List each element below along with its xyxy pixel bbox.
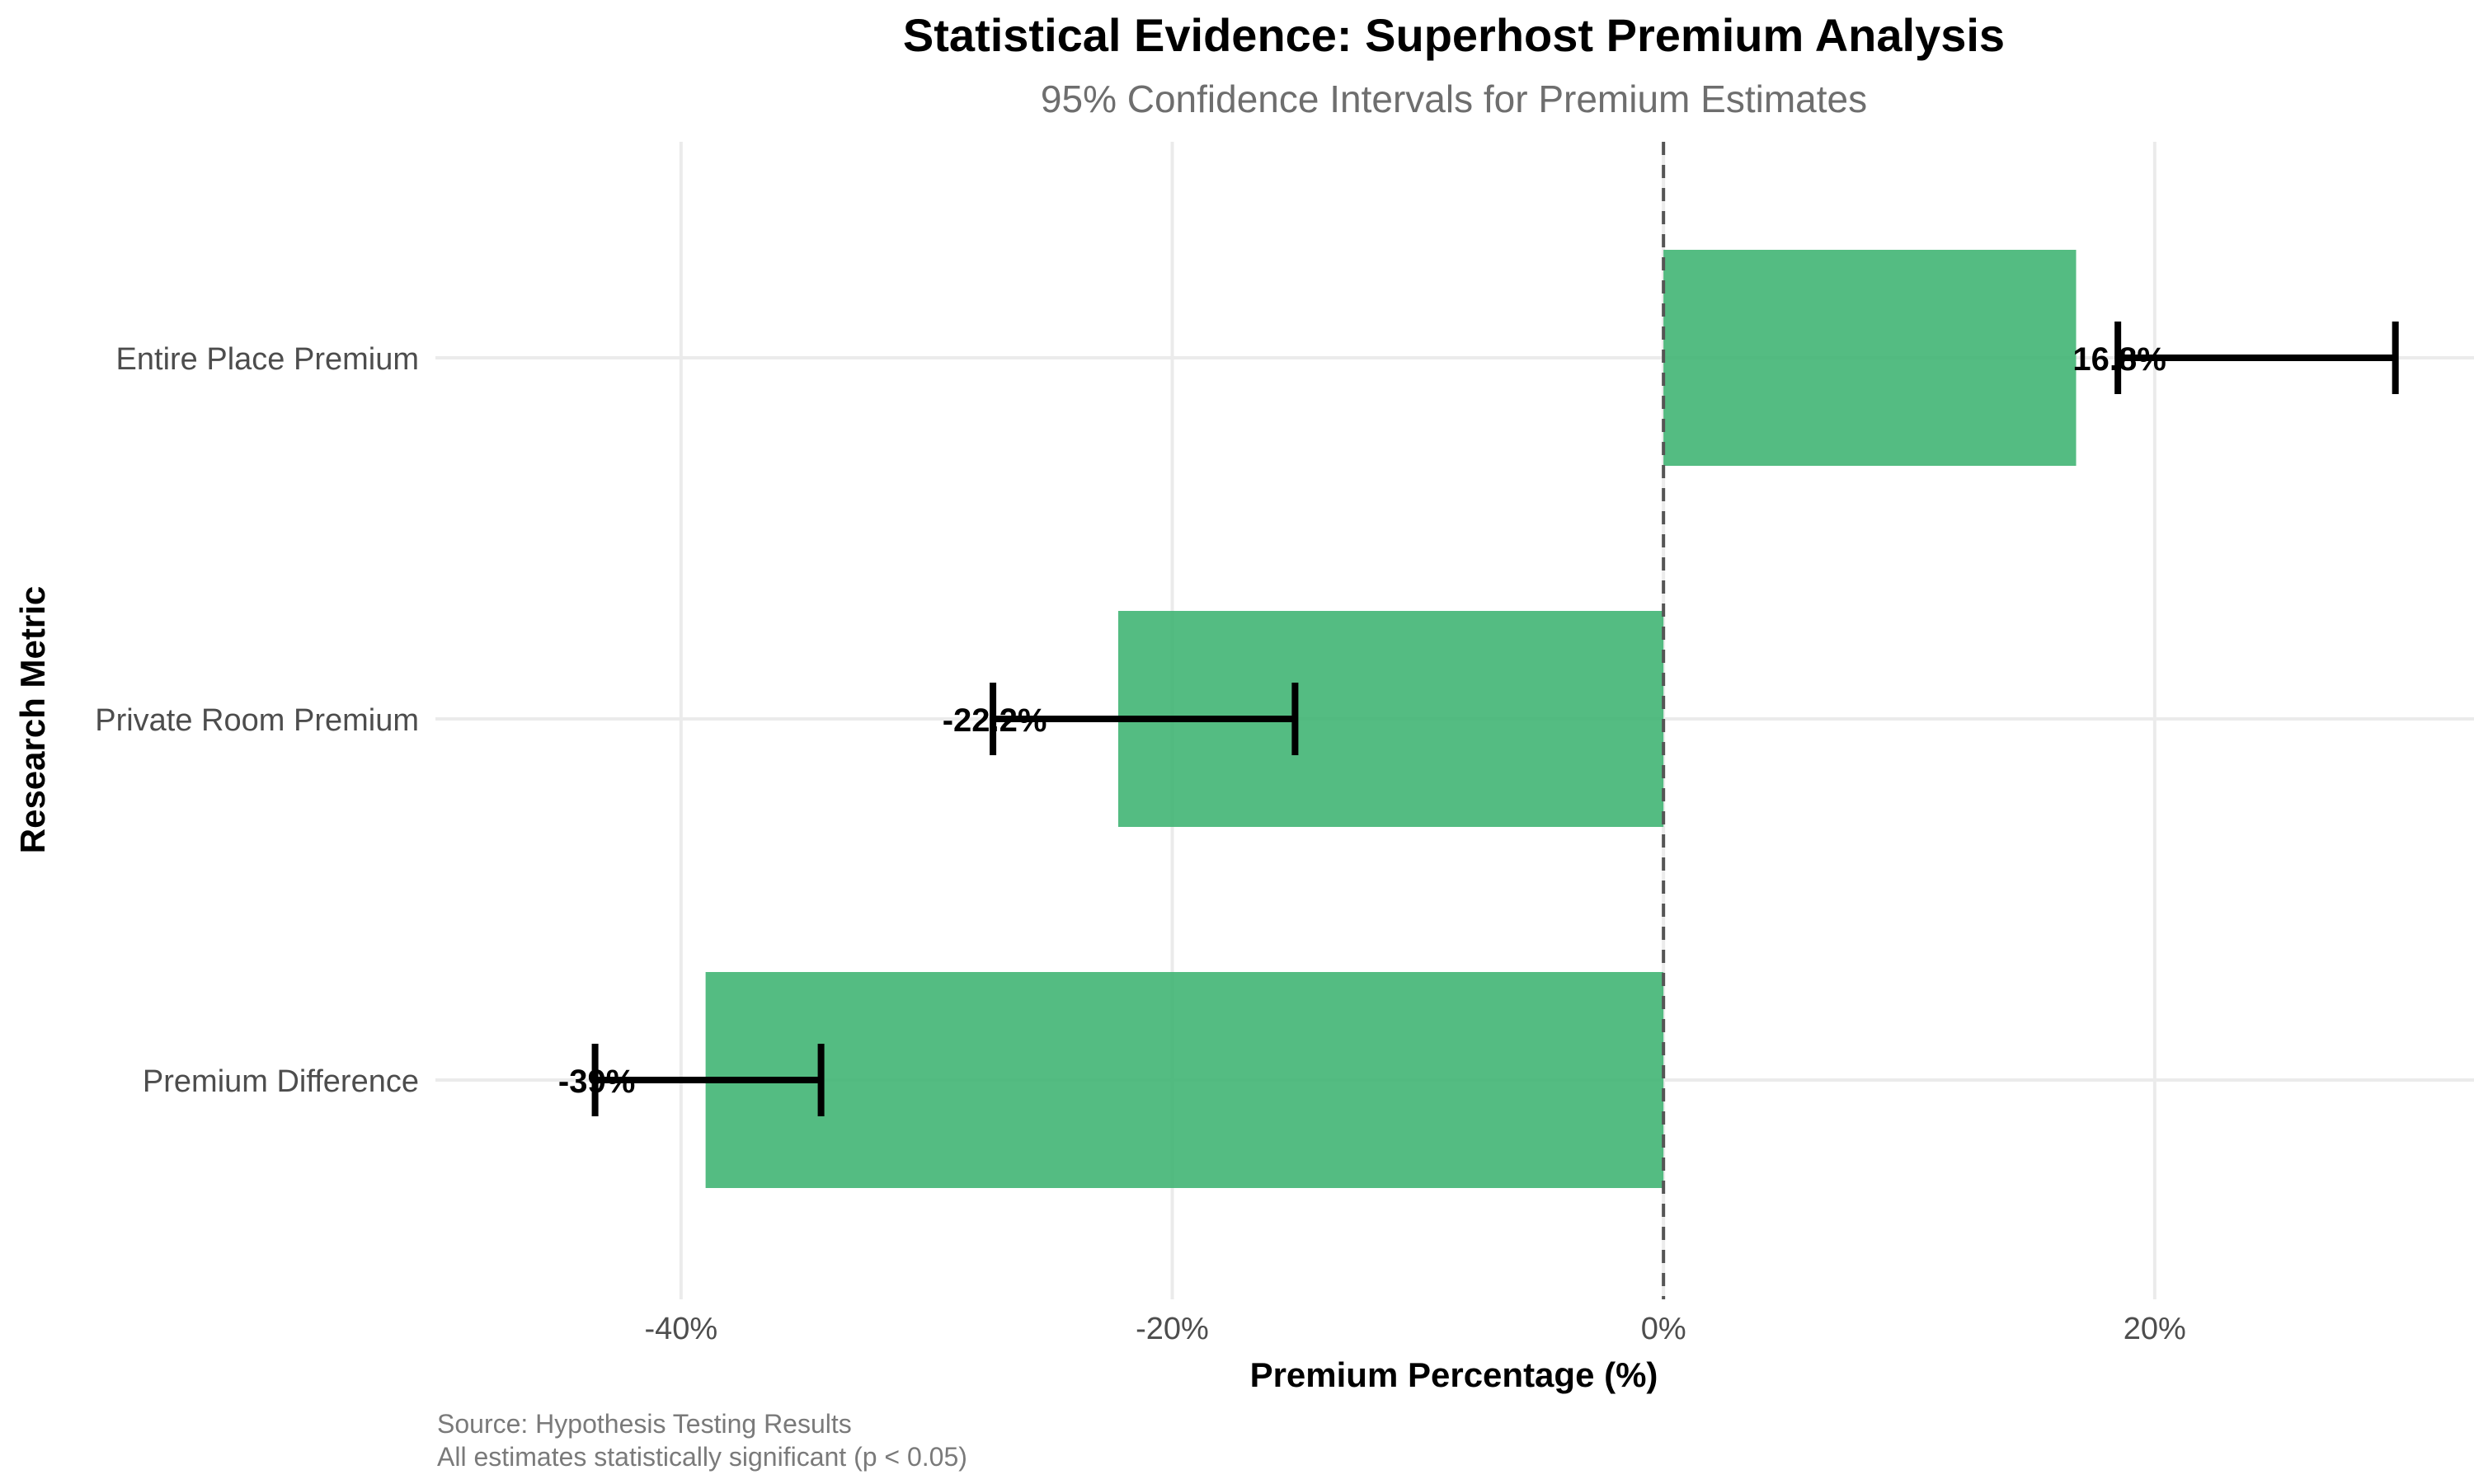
caption-source: Source: Hypothesis Testing Results <box>437 1409 852 1439</box>
error-bar-layer <box>591 322 2399 1116</box>
y-tick-label: Premium Difference <box>143 1064 419 1099</box>
chart-subtitle: 95% Confidence Intervals for Premium Est… <box>1041 77 1867 120</box>
data-label: 16.8% <box>2072 341 2166 378</box>
chart-title: Statistical Evidence: Superhost Premium … <box>903 9 2005 61</box>
x-tick-label: -40% <box>644 1312 717 1346</box>
x-tick-label: 0% <box>1641 1312 1686 1346</box>
bar <box>1663 250 2077 466</box>
caption-significance: All estimates statistically significant … <box>437 1442 967 1472</box>
data-label: -22.2% <box>943 702 1047 739</box>
x-tick-label: 20% <box>2124 1312 2186 1346</box>
label-layer: -40% -20% 0% 20% Entire Place Premium Private… <box>95 341 2186 1346</box>
y-axis-title: Research Metric <box>13 586 52 854</box>
data-label: -39% <box>558 1064 635 1100</box>
y-tick-label: Private Room Premium <box>95 703 419 738</box>
x-tick-label: -20% <box>1136 1312 1209 1346</box>
bar <box>705 972 1664 1188</box>
x-axis-title: Premium Percentage (%) <box>1250 1355 1658 1394</box>
bar-layer <box>705 250 2077 1188</box>
y-tick-label: Entire Place Premium <box>116 342 419 377</box>
